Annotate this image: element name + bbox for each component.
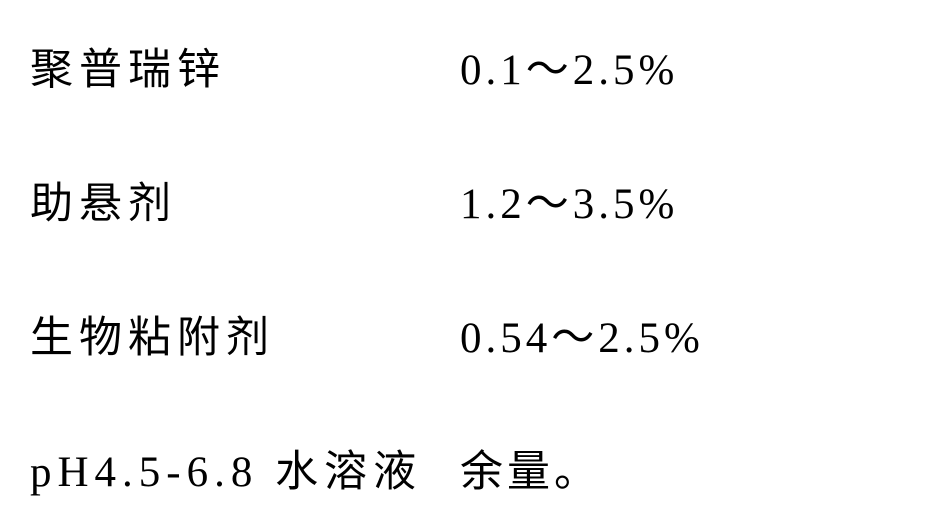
- ingredient-label: 聚普瑞锌: [30, 35, 460, 97]
- table-row: pH4.5-6.8 水溶液 余量。: [30, 437, 901, 499]
- ingredient-label: 生物粘附剂: [30, 303, 460, 365]
- table-row: 助悬剂 1.2～3.5%: [30, 169, 901, 231]
- ingredient-label: pH4.5-6.8 水溶液: [30, 437, 460, 499]
- ingredient-label: 助悬剂: [30, 169, 460, 231]
- ingredient-value: 0.54～2.5%: [460, 303, 704, 365]
- ingredient-value: 余量。: [460, 437, 601, 499]
- ingredient-value: 0.1～2.5%: [460, 35, 678, 97]
- table-row: 生物粘附剂 0.54～2.5%: [30, 303, 901, 365]
- table-row: 聚普瑞锌 0.1～2.5%: [30, 35, 901, 97]
- ingredient-value: 1.2～3.5%: [460, 169, 678, 231]
